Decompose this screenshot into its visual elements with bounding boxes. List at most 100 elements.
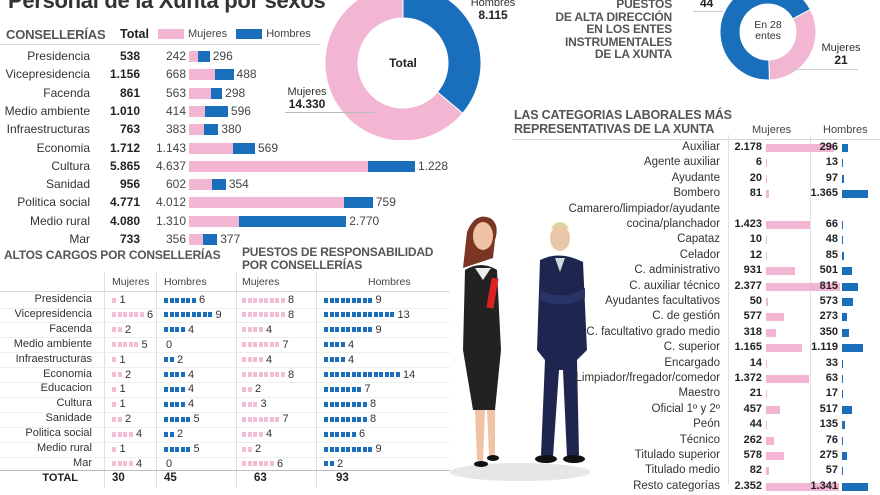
person-dot [324, 386, 328, 392]
altos-mujeres-cell: 2 [112, 368, 131, 382]
count-value: 6 [147, 308, 154, 321]
dot-group [164, 324, 186, 336]
mujeres-value: 577 [743, 310, 762, 323]
dot-group [242, 398, 259, 410]
dot-group [324, 369, 401, 381]
mujeres-value: 356 [165, 232, 186, 246]
person-dot [247, 431, 252, 437]
person-dot [351, 312, 356, 318]
dot-group [242, 339, 281, 351]
conselleria-name: Vicepresidencia [5, 67, 91, 82]
alta-center-line: En 28 [754, 19, 782, 31]
person-dot [112, 327, 116, 333]
count-value: 1 [119, 398, 126, 411]
count-value: 6 [277, 457, 284, 470]
mujeres-bar [766, 159, 767, 168]
resp-mujeres-cell: 8 [242, 368, 294, 382]
mujeres-bar [766, 298, 768, 306]
person-dot [269, 416, 274, 422]
altos-cargos-name: Facenda [49, 322, 92, 335]
mujeres-value: 563 [165, 85, 186, 100]
mujeres-value: 931 [743, 264, 762, 277]
count-value: 3 [260, 398, 267, 411]
person-dot [329, 372, 334, 378]
person-dot [324, 372, 328, 378]
altos-cargos-name: Mar [73, 456, 92, 469]
person-dot [335, 372, 339, 378]
person-dot [253, 357, 257, 363]
person-dot [242, 372, 246, 378]
hombres-value: 33 [825, 356, 838, 369]
count-value: 2 [177, 353, 184, 366]
category-name: Titulado medio [644, 464, 720, 477]
dot-group [112, 413, 123, 425]
person-dot [164, 327, 168, 333]
person-dot [280, 372, 285, 378]
row-divider [0, 322, 450, 324]
altos-cargos-name: Cultura [56, 397, 92, 410]
mujeres-bar [766, 313, 784, 322]
hombres-value: 13 [825, 156, 838, 169]
altos-mujeres-cell: 6 [112, 308, 153, 322]
divider [512, 139, 880, 140]
donut-slice-mujeres [324, 0, 464, 140]
person-dot [117, 327, 122, 333]
total-donut-center-label: Total [389, 56, 417, 70]
mujeres-value: 44 [749, 418, 762, 431]
alta-title-line: PUESTOS [616, 0, 672, 11]
dot-group [112, 383, 118, 395]
resp-total-mujeres: 63 [254, 472, 267, 484]
hombres-value: 1.119 [811, 341, 838, 354]
person-dot [275, 297, 279, 303]
hombres-bar [842, 482, 868, 491]
count-value: 13 [397, 308, 410, 321]
hombres-value: 275 [819, 449, 838, 461]
alta-hombres-value: 44 [700, 0, 714, 10]
mujeres-value: 14 [749, 356, 762, 369]
hombres-bar [842, 421, 845, 430]
person-dot [242, 327, 246, 333]
person-dot [128, 461, 133, 467]
mujeres-bar [766, 390, 767, 399]
dot-group [324, 413, 368, 425]
altos-hombres-cell: 9 [164, 308, 222, 322]
resp-title-line: POR CONSELLERÍAS [242, 258, 363, 272]
mujeres-value: 602 [165, 177, 186, 192]
count-value: 9 [375, 443, 382, 455]
conselleria-total: 861 [119, 85, 140, 100]
altos-mujeres-cell: 1 [112, 353, 126, 367]
count-value: 5 [193, 443, 200, 455]
person-dot [264, 297, 268, 303]
count-value: 2 [255, 443, 262, 455]
conselleria-name: Sanidad [45, 177, 90, 192]
conselleria-total: 538 [119, 49, 140, 63]
conselleria-total: 4.771 [109, 195, 140, 210]
count-value: 2 [125, 413, 132, 426]
person-dot [379, 312, 383, 318]
person-dot [335, 342, 339, 348]
hombres-bar [842, 328, 849, 337]
person-dot [390, 312, 394, 318]
count-value: 4 [266, 353, 273, 366]
count-value: 4 [136, 428, 143, 441]
row-divider [0, 337, 450, 339]
altos-cargos-name: Medio ambiente [13, 337, 92, 350]
alta-donut-center-label: En 28 entes [748, 20, 788, 42]
resp-mujeres-cell: 8 [242, 308, 294, 322]
mujeres-value: 383 [165, 122, 186, 137]
hombres-bar [214, 69, 234, 81]
resp-mujeres-cell: 4 [242, 353, 272, 367]
conselleria-total: 1.712 [109, 140, 140, 155]
resp-mujeres-cell: 7 [242, 338, 289, 352]
altos-mujeres-cell: 1 [112, 442, 126, 456]
hombres-value: 85 [825, 248, 838, 261]
hombres-bar [842, 344, 864, 353]
mujeres-value: 21 [749, 387, 762, 400]
person-dot [329, 342, 334, 348]
hombres-value: 63 [825, 372, 838, 384]
hombres-bar [367, 160, 415, 172]
alta-mujeres-name: Mujeres [821, 42, 861, 54]
person-dot [280, 297, 285, 303]
legend-mujeres-label: Mujeres [188, 28, 228, 40]
category-name: C. administrativo [634, 264, 720, 277]
